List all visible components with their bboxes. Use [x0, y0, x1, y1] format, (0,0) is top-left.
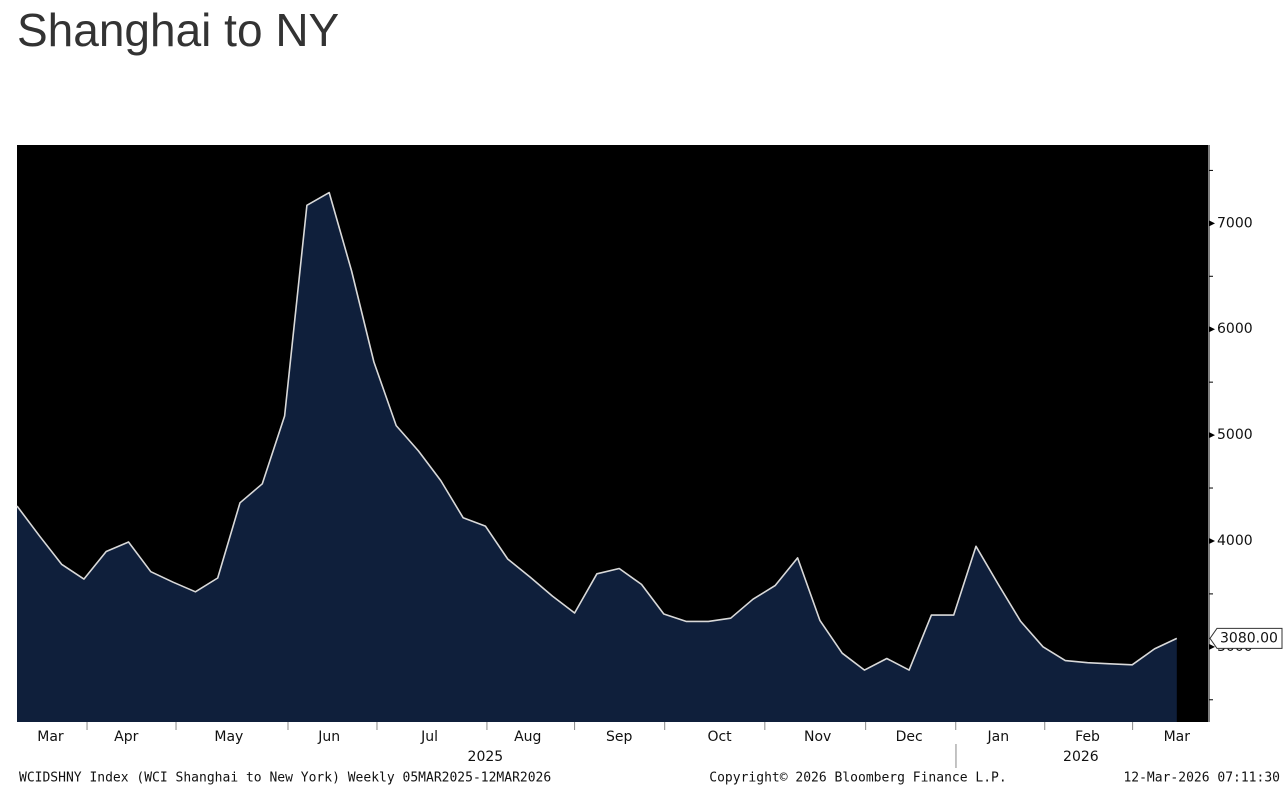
- y-tick-label: 6000: [1217, 321, 1253, 337]
- x-tick-label: Aug: [514, 729, 541, 745]
- footer-left: WCIDSHNY Index (WCI Shanghai to New York…: [19, 771, 551, 786]
- value-label: 3080.00: [1220, 630, 1278, 646]
- x-tick-label: May: [214, 729, 243, 745]
- x-tick-label: Sep: [606, 729, 633, 745]
- x-tick-label: Apr: [114, 729, 138, 745]
- footer-center: Copyright© 2026 Bloomberg Finance L.P.: [709, 771, 1006, 786]
- x-tick-label: Nov: [804, 729, 831, 745]
- y-tick: [1209, 326, 1215, 333]
- x-tick-label: Mar: [37, 729, 64, 745]
- y-tick: [1209, 220, 1215, 227]
- series-line: [16, 191, 1178, 671]
- x-tick-label: Jun: [317, 729, 340, 745]
- x-tick-label: Oct: [707, 729, 732, 745]
- area-fill: [17, 192, 1177, 723]
- y-tick-label: 4000: [1217, 533, 1253, 549]
- x-tick-label: Feb: [1075, 729, 1100, 745]
- year-label: 2026: [1063, 749, 1099, 765]
- y-tick: [1209, 432, 1215, 439]
- x-tick-label: Dec: [896, 729, 923, 745]
- chart-title: Shanghai to NY: [17, 4, 339, 56]
- y-tick: [1209, 537, 1215, 544]
- x-tick-label: Jan: [987, 729, 1010, 745]
- value-label-box: [1209, 627, 1283, 649]
- x-tick-label: Jul: [420, 729, 438, 745]
- footer-right: 12-Mar-2026 07:11:30: [1123, 771, 1280, 786]
- year-label: 2025: [468, 749, 504, 765]
- y-tick: [1209, 643, 1215, 650]
- y-tick-label: 5000: [1217, 427, 1253, 443]
- y-tick-label: 7000: [1217, 215, 1253, 231]
- x-tick-label: Mar: [1164, 729, 1191, 745]
